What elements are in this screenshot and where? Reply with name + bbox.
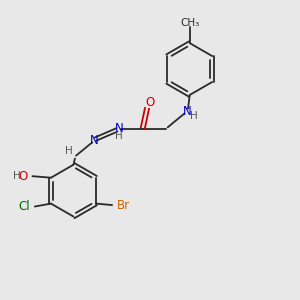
Text: H: H <box>13 171 21 181</box>
Text: Cl: Cl <box>19 200 30 213</box>
Text: O: O <box>18 170 27 183</box>
Text: N: N <box>182 105 191 118</box>
Text: O: O <box>146 96 154 110</box>
Text: N: N <box>115 122 124 135</box>
Text: CH₃: CH₃ <box>180 18 200 28</box>
Text: H: H <box>190 110 198 121</box>
Text: N: N <box>90 134 98 147</box>
Text: Br: Br <box>116 199 130 212</box>
Text: H: H <box>64 146 72 157</box>
Text: H: H <box>115 131 123 141</box>
